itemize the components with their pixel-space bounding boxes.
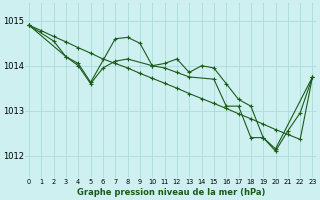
X-axis label: Graphe pression niveau de la mer (hPa): Graphe pression niveau de la mer (hPa) (76, 188, 265, 197)
